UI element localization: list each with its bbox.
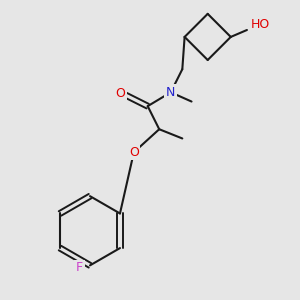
Text: O: O — [129, 146, 139, 159]
Text: N: N — [166, 86, 176, 99]
Text: HO: HO — [251, 18, 270, 31]
Text: F: F — [76, 261, 83, 274]
Text: O: O — [115, 87, 125, 100]
